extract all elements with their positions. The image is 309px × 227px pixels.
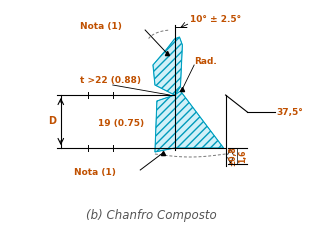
Text: 19 (0.75): 19 (0.75) [98, 119, 144, 128]
Text: Nota (1): Nota (1) [74, 168, 116, 177]
Text: t >22 (0.88): t >22 (0.88) [80, 76, 142, 84]
Text: Nota (1): Nota (1) [80, 22, 122, 30]
Text: D: D [48, 116, 56, 126]
Text: Rad.: Rad. [194, 57, 217, 67]
Polygon shape [155, 91, 224, 152]
Text: 37,5°: 37,5° [277, 108, 303, 116]
Text: (b) Chanfro Composto: (b) Chanfro Composto [86, 209, 216, 222]
Text: ±0,8: ±0,8 [228, 146, 237, 166]
Polygon shape [153, 37, 182, 95]
Text: 10° ± 2.5°: 10° ± 2.5° [190, 15, 241, 25]
Text: 1,6: 1,6 [238, 149, 247, 163]
